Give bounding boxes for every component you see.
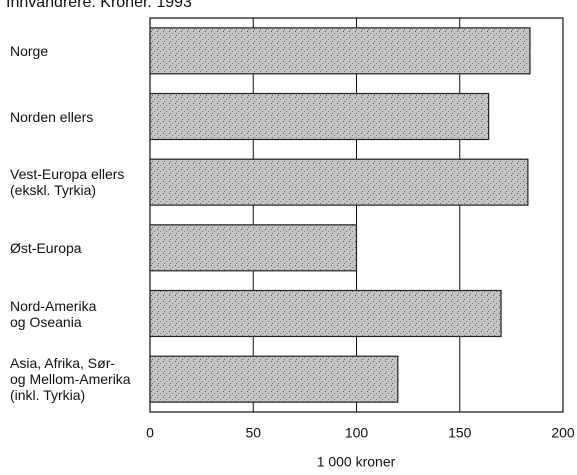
bar (149, 158, 529, 206)
y-tick-label: Nord-Amerika og Oseania (10, 297, 97, 330)
x-axis-label: 1 000 kroner (317, 454, 396, 470)
x-tick-label: 0 (146, 425, 154, 441)
y-tick-label: Norden ellers (10, 108, 94, 125)
bar (149, 355, 399, 403)
bar (149, 224, 358, 272)
y-tick-label: Asia, Afrika, Sør- og Mellom-Amerika (in… (10, 355, 131, 404)
bar (149, 92, 490, 141)
chart-title: Innvandrere. Kroner. 1993 (6, 0, 192, 11)
x-tick-label: 200 (551, 425, 575, 441)
bar (149, 289, 502, 338)
x-tick-label: 50 (245, 425, 261, 441)
y-tick-label: Øst-Europa (10, 239, 82, 256)
bar (149, 27, 531, 75)
x-tick-label: 150 (448, 425, 472, 441)
x-tick-label: 100 (345, 425, 369, 441)
y-tick-label: Vest-Europa ellers (ekskl. Tyrkia) (10, 166, 125, 199)
y-tick-label: Norge (10, 42, 49, 59)
